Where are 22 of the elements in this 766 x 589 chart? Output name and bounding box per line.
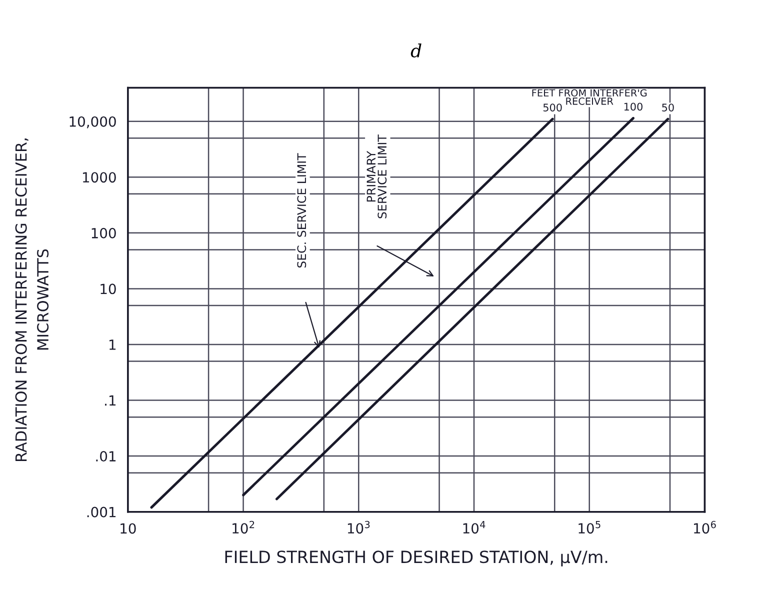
x-tick-label: 10$^{6}$	[694, 520, 716, 534]
series-label: 500	[543, 104, 562, 112]
y-axis-title: RADIATION FROM INTERFERING RECEIVER, MICROWATTS	[15, 138, 49, 462]
annotation: SEC. SERVICE LIMIT	[297, 153, 306, 268]
x-tick-label: 10$^{4}$	[463, 521, 486, 534]
x-tick-label: 10$^{2}$	[232, 520, 254, 534]
chart-title: d	[410, 43, 422, 58]
x-tick-label: 10	[120, 523, 136, 534]
x-tick-label: 10$^{5}$	[578, 521, 600, 534]
y-tick-label: .01	[96, 451, 116, 462]
x-axis-title: FIELD STRENGTH OF DESIRED STATION, μV/m.	[225, 550, 608, 566]
y-tick-label: .1	[105, 395, 116, 406]
y-tick-label: 10,000	[70, 116, 116, 128]
y-tick-label: 1	[110, 340, 116, 350]
y-tick-label: 10	[100, 284, 116, 294]
series-label: 100	[624, 102, 642, 111]
series-label: 50	[662, 104, 674, 112]
annotation: PRIMARY SERVICE LIMIT	[366, 134, 387, 218]
x-tick-label: 10$^{3}$	[348, 520, 370, 534]
y-tick-label: .001	[87, 506, 116, 518]
y-tick-label: 1000	[82, 172, 116, 183]
y-tick-label: 100	[92, 228, 116, 238]
